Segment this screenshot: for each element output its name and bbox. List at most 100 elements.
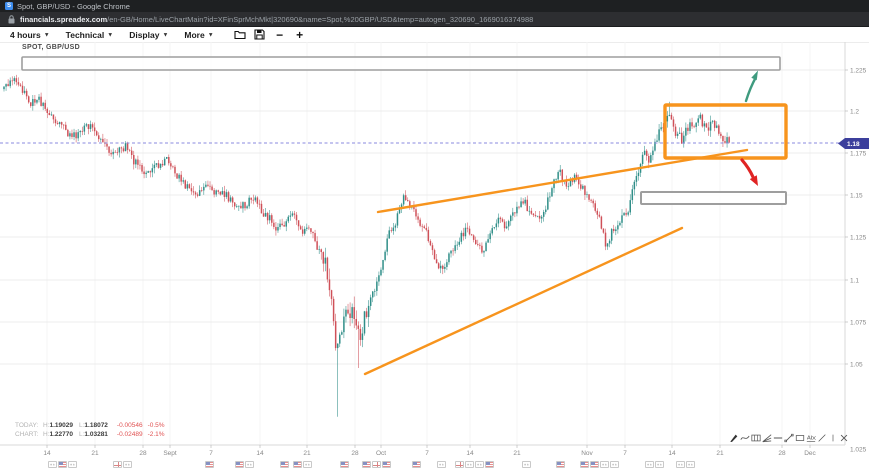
rectangle-tool-button[interactable] [795,432,805,444]
ray-tool-button[interactable] [817,432,827,444]
event-flag-us[interactable] [293,461,302,468]
event-flag-other[interactable] [522,461,531,468]
date-axis-label: 21 [91,450,99,457]
event-flag-group [205,461,214,468]
text-tool-button[interactable]: Abc [806,432,816,444]
event-flag-us[interactable] [235,461,244,468]
horizontal-line-tool-button[interactable] [773,432,783,444]
date-axis-label: Oct [376,450,386,457]
legend-low-label: L: [79,430,85,438]
support-zone[interactable] [640,191,787,205]
event-flag-us[interactable] [485,461,494,468]
display-dropdown[interactable]: Display ▼ [129,30,168,40]
fibonacci-grid-icon [751,434,761,442]
event-flag-us[interactable] [280,461,289,468]
close-tool-button[interactable] [839,432,849,444]
event-flag-other[interactable] [437,461,446,468]
breakout-box[interactable] [663,103,788,160]
event-flag-other[interactable] [475,461,484,468]
price-axis-label: 1.175 [850,150,867,157]
more-dropdown[interactable]: More ▼ [184,30,213,40]
zoom-out-button[interactable]: − [274,29,286,41]
event-flag-us[interactable] [58,461,67,468]
technical-dropdown[interactable]: Technical ▼ [66,30,114,40]
chevron-down-icon: ▼ [207,32,214,38]
technical-label: Technical [65,29,105,40]
price-axis-label: 1.15 [850,192,863,199]
legend-change-value: -0.00546 [116,422,143,429]
event-flag-other[interactable] [600,461,609,468]
event-flag-other[interactable] [610,461,619,468]
event-flag-us[interactable] [412,461,421,468]
up-arrow[interactable] [744,75,758,103]
url-text: financials.spreadex.com/en-GB/Home/LiveC… [20,15,533,24]
event-flag-other[interactable] [686,461,695,468]
date-axis-label: Dec [804,450,816,457]
legend-period-label: TODAY: [15,422,39,429]
date-axis-label: 7 [425,450,429,457]
event-flag-us[interactable] [382,461,391,468]
address-bar[interactable]: financials.spreadex.com/en-GB/Home/LiveC… [0,12,869,27]
event-flag-us[interactable] [205,461,214,468]
candles [3,74,730,417]
event-flag-other[interactable] [645,461,654,468]
drawing-toolbar: Abc [729,431,849,445]
resistance-zone[interactable] [21,56,781,71]
event-flag-other[interactable] [123,461,132,468]
event-flag-group [437,461,446,468]
curve-tool-button[interactable] [740,432,750,444]
pen-tool-button[interactable] [729,432,739,444]
candlestick-chart[interactable]: 1.225 1.2 1.175 1.15 1.125 1.1 1.075 1.05 1.025 1… [0,42,869,473]
event-flag-uk[interactable] [372,461,381,468]
event-flag-uk[interactable] [455,461,464,468]
date-axis-label: 28 [139,450,147,457]
save-chart-button[interactable] [254,29,266,41]
minus-icon: − [276,27,284,42]
event-flag-us[interactable] [556,461,565,468]
save-icon [254,29,265,40]
timeframe-label: 4 hours [10,29,41,40]
date-axis-label: 14 [466,450,474,457]
window-title: Spot, GBP/USD - Google Chrome [17,1,130,11]
chrome-app-icon: S [5,2,13,10]
chart-symbol-label: SPOT, GBP/USD [22,44,80,51]
legend-change-value: -0.02489 [116,430,143,438]
event-flag-us[interactable] [340,461,349,468]
horizontal-line-icon [773,437,783,439]
fibonacci-grid-tool-button[interactable] [751,432,761,444]
open-chart-button[interactable] [234,29,246,41]
economic-events-strip [0,460,869,472]
event-flag-other[interactable] [303,461,312,468]
date-axis-label: Sept [163,450,177,457]
event-flag-us[interactable] [580,461,589,468]
chart-toolbar: 4 hours ▼ Technical ▼ Display ▼ More ▼ [0,27,869,43]
event-flag-other[interactable] [676,461,685,468]
event-flag-uk[interactable] [113,461,122,468]
legend-high-label: H: [43,430,50,438]
trend-line-icon [784,433,794,443]
event-flag-other[interactable] [655,461,664,468]
event-flag-other[interactable] [68,461,77,468]
url-domain: financials.spreadex.com [20,14,108,24]
trend-fan-tool-button[interactable] [762,432,772,444]
legend-change-percent: -2.1% [147,430,165,438]
trendline-upper[interactable] [376,148,749,214]
timeframe-dropdown[interactable]: 4 hours ▼ [10,30,50,40]
rectangle-icon [795,435,805,441]
event-flag-us[interactable] [590,461,599,468]
legend-period-label: CHART: [15,430,39,438]
zoom-in-button[interactable]: + [294,29,306,41]
event-flag-other[interactable] [48,461,57,468]
trend-line-tool-button[interactable] [784,432,794,444]
legend-high-value: 1.22770 [49,430,74,438]
event-flag-other[interactable] [245,461,254,468]
legend-row: TODAY: H:1.19029 L:1.18072 -0.00546 -0.5% [15,422,165,431]
trendline-lower[interactable] [363,226,684,376]
down-arrow[interactable] [740,158,755,179]
event-flag-other[interactable] [465,461,474,468]
legend-low-value: 1.18072 [84,422,108,429]
event-flag-us[interactable] [362,461,371,468]
legend-row: CHART: H:1.22770 L:1.03281 -0.02489 -2.1% [15,431,165,440]
chart-canvas[interactable]: 1.225 1.2 1.175 1.15 1.125 1.1 1.075 1.05 1.025 1… [0,42,869,473]
price-axis-label: 1.125 [850,234,867,241]
